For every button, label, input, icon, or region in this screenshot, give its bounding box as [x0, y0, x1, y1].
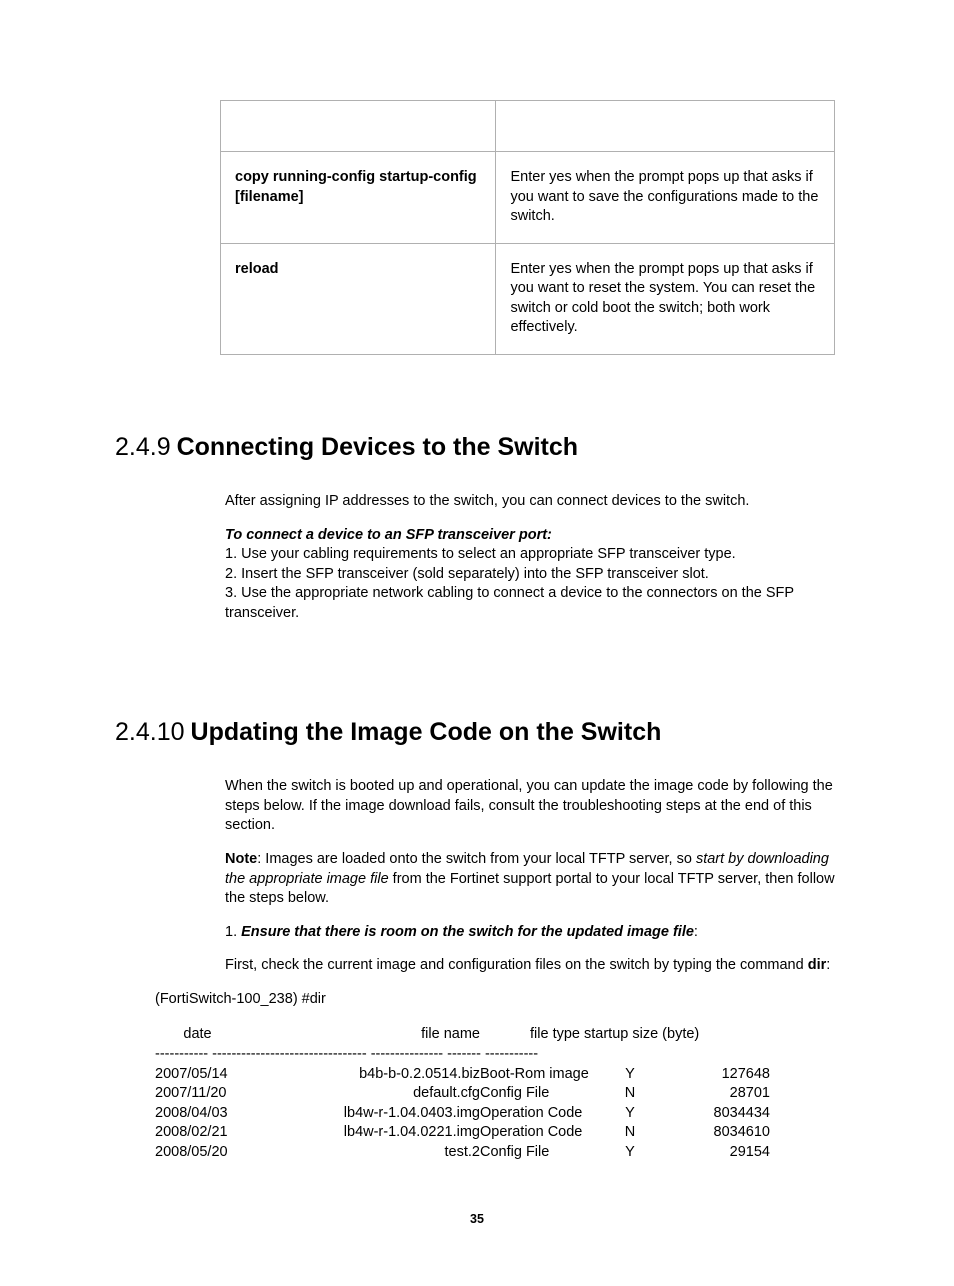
- dir-fname: lb4w-r-1.04.0221.img: [240, 1123, 480, 1143]
- page-number: 35: [115, 1212, 839, 1226]
- dir-ftype: Config File: [480, 1143, 600, 1163]
- dir-date: 2007/11/20: [155, 1084, 240, 1104]
- section-2410-body: When the switch is booted up and operati…: [225, 777, 839, 976]
- dir-date: 2008/02/21: [155, 1123, 240, 1143]
- step-line: 2. Insert the SFP transceiver (sold sepa…: [225, 565, 839, 585]
- dir-date: 2008/05/20: [155, 1143, 240, 1163]
- step-line: 1. Use your cabling requirements to sele…: [225, 545, 839, 565]
- table-empty-row: [221, 101, 835, 152]
- dir-separator: ----------- ----------------------------…: [155, 1045, 839, 1065]
- dir-row: 2008/05/20 test.2 Config File Y 29154: [155, 1143, 770, 1163]
- dir-ftype: Boot-Rom image: [480, 1065, 600, 1085]
- section-heading-2410: 2.4.10Updating the Image Code on the Swi…: [115, 718, 839, 747]
- dir-size: 8034610: [660, 1123, 770, 1143]
- table-row: copy running-config startup-config [file…: [221, 152, 835, 244]
- desc-cell: Enter yes when the prompt pops up that a…: [496, 152, 835, 244]
- command-table: copy running-config startup-config [file…: [220, 100, 835, 355]
- dir-size: 29154: [660, 1143, 770, 1163]
- desc-cell: Enter yes when the prompt pops up that a…: [496, 243, 835, 354]
- section-heading-249: 2.4.9Connecting Devices to the Switch: [115, 433, 839, 462]
- hdr-filename: file name: [240, 1025, 510, 1045]
- bold: dir: [808, 957, 827, 973]
- note-paragraph: Note: Images are loaded onto the switch …: [225, 850, 839, 909]
- dir-date: 2008/04/03: [155, 1104, 240, 1124]
- note-label: Note: [225, 851, 257, 867]
- dir-row: 2007/05/14 b4b-b-0.2.0514.biz Boot-Rom i…: [155, 1065, 770, 1085]
- hdr-rest: file type startup size (byte): [510, 1025, 699, 1045]
- table-row: reload Enter yes when the prompt pops up…: [221, 243, 835, 354]
- text: 1.: [225, 924, 241, 940]
- cmd-cell: reload: [221, 243, 496, 354]
- dir-startup: Y: [600, 1104, 660, 1124]
- paragraph: After assigning IP addresses to the swit…: [225, 492, 839, 512]
- text: :: [826, 957, 830, 973]
- section-title: Updating the Image Code on the Switch: [191, 718, 662, 746]
- dir-fname: default.cfg: [240, 1084, 480, 1104]
- dir-ftype: Operation Code: [480, 1123, 600, 1143]
- dir-listing: 2007/05/14 b4b-b-0.2.0514.biz Boot-Rom i…: [155, 1065, 770, 1163]
- dir-size: 8034434: [660, 1104, 770, 1124]
- text: :: [694, 924, 698, 940]
- dir-size: 28701: [660, 1084, 770, 1104]
- dir-size: 127648: [660, 1065, 770, 1085]
- cmd-cell: copy running-config startup-config [file…: [221, 152, 496, 244]
- section-number: 2.4.9: [115, 433, 171, 461]
- sub-heading: To connect a device to an SFP transceive…: [225, 526, 839, 546]
- dir-startup: Y: [600, 1065, 660, 1085]
- section-249-body: After assigning IP addresses to the swit…: [225, 492, 839, 623]
- dir-fname: lb4w-r-1.04.0403.img: [240, 1104, 480, 1124]
- section-number: 2.4.10: [115, 718, 185, 746]
- cli-output: (FortiSwitch-100_238) #dir date file nam…: [155, 990, 839, 1163]
- dir-startup: Y: [600, 1143, 660, 1163]
- step-heading: 1. Ensure that there is room on the swit…: [225, 923, 839, 943]
- dir-startup: N: [600, 1123, 660, 1143]
- page: copy running-config startup-config [file…: [0, 0, 954, 1286]
- dir-ftype: Config File: [480, 1084, 600, 1104]
- dir-header-row: date file name file type startup size (b…: [155, 1025, 699, 1045]
- dir-row: 2007/11/20 default.cfg Config File N 287…: [155, 1084, 770, 1104]
- section-title: Connecting Devices to the Switch: [177, 433, 578, 461]
- dir-date: 2007/05/14: [155, 1065, 240, 1085]
- paragraph: When the switch is booted up and operati…: [225, 777, 839, 836]
- steps-block: To connect a device to an SFP transceive…: [225, 526, 839, 624]
- cli-prompt: (FortiSwitch-100_238) #dir: [155, 990, 839, 1010]
- step-line: 3. Use the appropriate network cabling t…: [225, 584, 839, 623]
- paragraph: First, check the current image and confi…: [225, 956, 839, 976]
- dir-fname: test.2: [240, 1143, 480, 1163]
- dir-row: 2008/02/21 lb4w-r-1.04.0221.img Operatio…: [155, 1123, 770, 1143]
- dir-row: 2008/04/03 lb4w-r-1.04.0403.img Operatio…: [155, 1104, 770, 1124]
- hdr-date: date: [155, 1025, 240, 1045]
- text: : Images are loaded onto the switch from…: [257, 851, 696, 867]
- text: First, check the current image and confi…: [225, 957, 808, 973]
- dir-fname: b4b-b-0.2.0514.biz: [240, 1065, 480, 1085]
- emphasis: Ensure that there is room on the switch …: [241, 924, 694, 940]
- dir-ftype: Operation Code: [480, 1104, 600, 1124]
- dir-startup: N: [600, 1084, 660, 1104]
